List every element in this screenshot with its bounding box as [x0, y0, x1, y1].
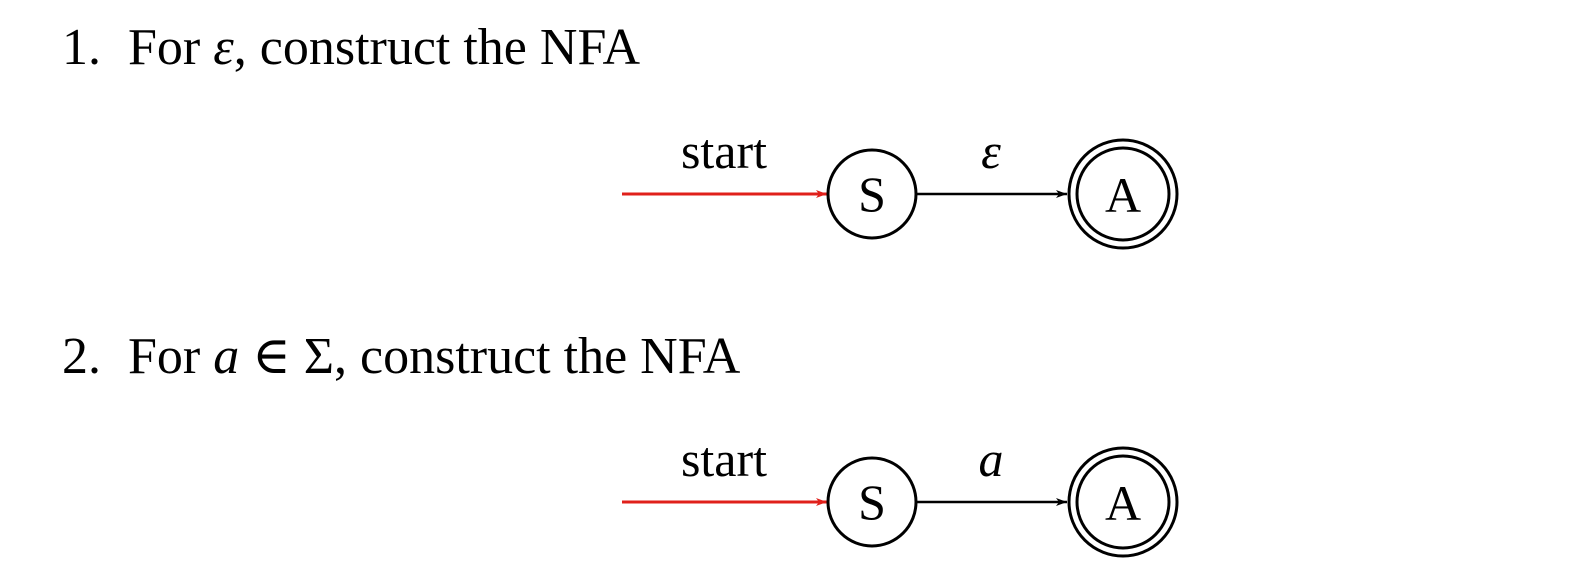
item-number: 2.	[62, 328, 101, 385]
start-label: start	[681, 431, 767, 487]
transition-label: ε	[981, 123, 1001, 179]
accept-state-outer-circle	[1067, 446, 1179, 558]
symbol-a: a	[213, 328, 240, 385]
item-text-before: For	[128, 328, 214, 385]
item-text-after: , construct the NFA	[233, 19, 641, 76]
sigma-symbol: Σ	[303, 328, 335, 385]
start-state-label: S	[858, 166, 886, 222]
start-label: start	[681, 123, 767, 179]
accept-state-inner-circle	[1075, 146, 1171, 242]
element-of-symbol: ∈	[239, 328, 304, 385]
accept-state-label: A	[1105, 475, 1141, 531]
start-state-label: S	[858, 474, 886, 530]
transition-label: a	[979, 431, 1004, 487]
item-text: For a ∈ Σ, construct the NFA	[128, 331, 740, 383]
nfa-diagram-epsilon: start S ε A	[622, 123, 1179, 250]
epsilon-symbol: ε	[213, 19, 234, 76]
accept-state-inner-circle	[1075, 454, 1171, 550]
accept-state-label: A	[1105, 167, 1141, 223]
accept-state-outer-circle	[1067, 138, 1179, 250]
item-number: 1.	[62, 19, 101, 76]
item-text: For ε, construct the NFA	[128, 22, 640, 74]
item-text-after: , construct the NFA	[334, 328, 741, 385]
nfa-diagram-symbol: start S a A	[622, 431, 1179, 558]
item-text-before: For	[128, 19, 214, 76]
